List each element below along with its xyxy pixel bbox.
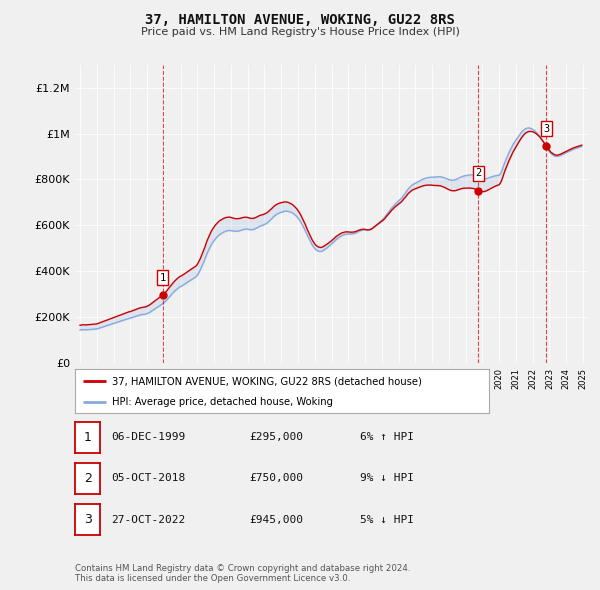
Text: 6% ↑ HPI: 6% ↑ HPI xyxy=(360,432,414,442)
Text: 1: 1 xyxy=(83,431,92,444)
Text: 5% ↓ HPI: 5% ↓ HPI xyxy=(360,515,414,525)
Text: HPI: Average price, detached house, Woking: HPI: Average price, detached house, Woki… xyxy=(112,397,333,407)
Text: £295,000: £295,000 xyxy=(249,432,303,442)
Text: 37, HAMILTON AVENUE, WOKING, GU22 8RS: 37, HAMILTON AVENUE, WOKING, GU22 8RS xyxy=(145,13,455,27)
Text: 2: 2 xyxy=(83,472,92,485)
Text: 1: 1 xyxy=(160,273,166,283)
Text: 9% ↓ HPI: 9% ↓ HPI xyxy=(360,474,414,483)
Text: Contains HM Land Registry data © Crown copyright and database right 2024.
This d: Contains HM Land Registry data © Crown c… xyxy=(75,563,410,583)
Text: 27-OCT-2022: 27-OCT-2022 xyxy=(111,515,185,525)
Text: 37, HAMILTON AVENUE, WOKING, GU22 8RS (detached house): 37, HAMILTON AVENUE, WOKING, GU22 8RS (d… xyxy=(112,376,422,386)
Text: 3: 3 xyxy=(83,513,92,526)
Text: £750,000: £750,000 xyxy=(249,474,303,483)
Text: 06-DEC-1999: 06-DEC-1999 xyxy=(111,432,185,442)
Text: 3: 3 xyxy=(543,124,550,134)
Text: 2: 2 xyxy=(475,168,481,178)
Text: 05-OCT-2018: 05-OCT-2018 xyxy=(111,474,185,483)
Text: Price paid vs. HM Land Registry's House Price Index (HPI): Price paid vs. HM Land Registry's House … xyxy=(140,27,460,37)
Text: £945,000: £945,000 xyxy=(249,515,303,525)
